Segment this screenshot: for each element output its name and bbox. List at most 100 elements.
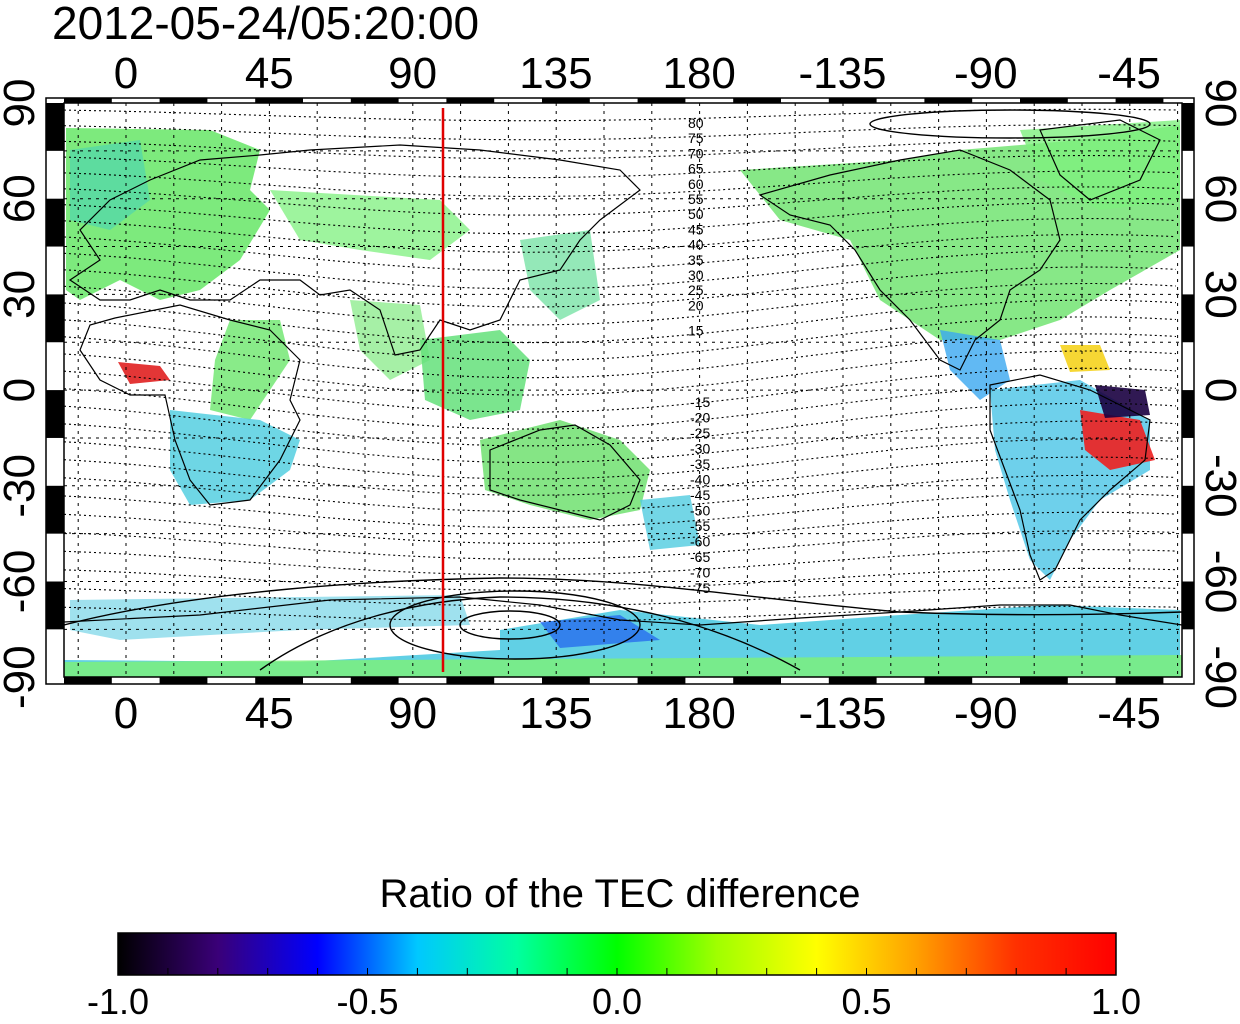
x-tick-label-bottom: 90 [388, 689, 437, 738]
mlat-contour [64, 186, 1177, 216]
contour-label-north: 40 [688, 237, 704, 253]
contour-label-north: 20 [688, 297, 704, 313]
colorbar-ticks: -1.0 -0.5 0.0 0.5 1.0 [87, 968, 1141, 1022]
colorbar-tick-label: 0.0 [592, 981, 642, 1022]
colorbar-tick-label: 1.0 [1091, 981, 1141, 1022]
frame-tick-top [542, 98, 590, 103]
contour-label-north: 50 [688, 206, 704, 222]
tec-patch-nz [640, 495, 700, 550]
frame-tick-top [637, 98, 686, 103]
contour-label-south: -75 [690, 580, 710, 596]
colorbar-tick-label: -0.5 [336, 981, 398, 1022]
map-gridlines [64, 103, 1182, 677]
colorbar-tick-label: 0.5 [841, 981, 891, 1022]
frame-tick-left [46, 103, 64, 151]
mlat-contour [64, 420, 1177, 464]
map-frame [63, 102, 1183, 678]
frame-tick-bottom [637, 677, 686, 684]
tec-patch-greenland [1020, 120, 1180, 210]
tec-patch-west-europe [70, 140, 150, 230]
frame-tick-top [1115, 98, 1164, 103]
contour-label-north: 60 [688, 176, 704, 192]
contour-label-south: -55 [690, 518, 710, 534]
contour-label-north: 25 [688, 282, 704, 298]
y-tick-label-right: -60 [1196, 550, 1240, 614]
magnetic-latitude-contours [64, 108, 1177, 622]
contour-label-south: -15 [690, 394, 710, 410]
mlat-contour [64, 250, 1177, 290]
mlat-contour [64, 385, 1177, 430]
frame-tick-right [1182, 390, 1194, 438]
south-pole-contour [64, 577, 1182, 626]
mlat-contour [64, 567, 1177, 591]
contour-label-south: -45 [690, 487, 710, 503]
frame-tick-bottom [350, 677, 399, 684]
y-tick-label-left: -60 [0, 550, 44, 614]
frame-tick-top [446, 98, 495, 103]
x-tick-label-top: 180 [662, 49, 735, 98]
frame-tick-bottom [828, 677, 877, 684]
south-pole-contour-2 [259, 596, 801, 671]
mlat-contour [64, 139, 1177, 160]
contour-label-south: -60 [690, 534, 710, 550]
coastline-north-america [758, 149, 1061, 371]
y-tick-label-left: 60 [0, 174, 44, 223]
contour-label-south: -25 [690, 425, 710, 441]
north-pole-oval [869, 109, 1151, 139]
frame-tick-right [1182, 198, 1194, 247]
x-tick-label-top: 90 [388, 49, 437, 98]
mlat-contour [64, 511, 1177, 544]
axis-tick-labels: 0 45 90 135 180 -135 -90 -450 45 90 135 180 -135 -90-… [0, 49, 1240, 738]
mlat-contour [64, 402, 1177, 447]
mlat-contour [64, 282, 1177, 326]
x-tick-label-top: -90 [954, 49, 1018, 98]
frame-tick-bottom [446, 677, 495, 684]
south-pole-oval-inner [459, 610, 561, 640]
coastlines [64, 119, 1182, 626]
mlat-contour [64, 530, 1177, 560]
contour-label-north: 75 [688, 130, 704, 146]
contour-label-south: -35 [690, 456, 710, 472]
contour-label-south: -65 [690, 549, 710, 565]
coastline-africa [79, 304, 301, 506]
coastline-greenland [1039, 119, 1161, 201]
colorbar-tick-label: -1.0 [87, 981, 149, 1022]
mlat-contour [64, 155, 1177, 179]
tec-patch-siberia [270, 190, 470, 260]
colorbar-title: Ratio of the TEC difference [379, 872, 861, 916]
tec-patch-australia [480, 420, 650, 520]
frame-tick-right [1182, 294, 1194, 343]
frame-tick-left [46, 581, 64, 630]
tec-patch-south-band [64, 655, 1182, 677]
frame-tick-bottom [64, 677, 112, 684]
y-tick-label-right: 30 [1196, 270, 1240, 319]
x-tick-label-top: 45 [245, 49, 294, 98]
coastline-antarctica [64, 596, 1182, 626]
y-tick-label-right: 0 [1196, 378, 1240, 402]
mlat-contour [64, 367, 1177, 413]
contour-label-north: 35 [688, 252, 704, 268]
contour-label-north: 45 [688, 221, 704, 237]
tec-patch-central-america [940, 330, 1010, 400]
frame-tick-top [1020, 98, 1068, 103]
mlat-contour [64, 217, 1177, 253]
frame-tick-left [46, 390, 64, 438]
tec-data-layer [64, 120, 1182, 677]
tec-patch-southern-ocean [70, 595, 470, 640]
tec-patch-antarctic-low [540, 615, 660, 648]
frame-tick-top [828, 98, 877, 103]
contour-label-south: -70 [690, 565, 710, 581]
frame-tick-bottom [733, 677, 781, 684]
frame-tick-top [733, 98, 781, 103]
tec-patch-brazil-red [1080, 410, 1155, 470]
coastline-australia [489, 424, 641, 521]
frame-checker-ticks [46, 98, 1194, 684]
mlat-contour [64, 108, 1177, 122]
x-tick-label-top: 135 [519, 49, 592, 98]
y-tick-label-right: -90 [1196, 645, 1240, 709]
x-tick-label-top: -135 [798, 49, 886, 98]
mlat-contour [64, 493, 1177, 529]
